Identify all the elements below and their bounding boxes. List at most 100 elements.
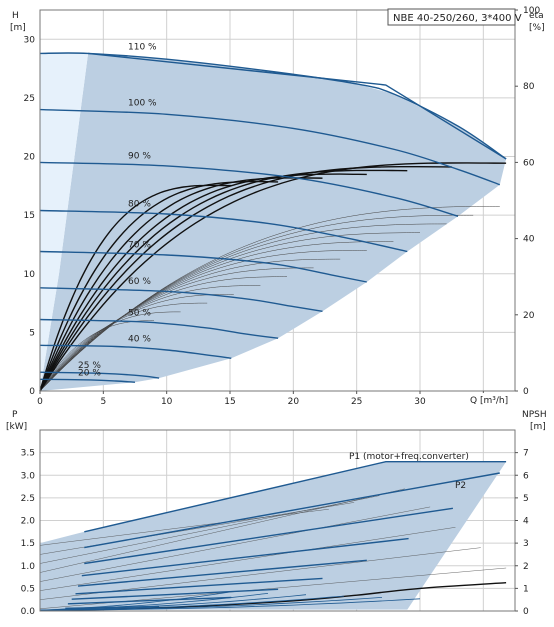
y-tick-label: 2.0 [21,517,36,527]
power-family-line [39,508,329,546]
efficiency-curve [39,184,232,392]
y2-tick-label: 4 [523,517,529,527]
efficiency-family-curve [39,250,367,392]
x-tick-label: 20 [288,397,300,407]
efficiency-curve [39,180,279,392]
qh-curve [39,161,459,217]
efficiency-curve [39,173,367,392]
y2-axis-label: eta [529,11,544,21]
y-tick-label: 15 [24,211,35,221]
low-power-curve [39,593,269,611]
curve-label: 25 % [78,361,101,371]
efficiency-family-curve [39,267,314,392]
qh-curve [39,250,367,283]
y2-tick-label: 6 [523,471,529,481]
efficiency-family-curve [39,258,341,392]
efficiency-family-curve [39,294,234,392]
qh-curve [39,209,408,253]
y-tick-label: 3.5 [21,449,35,459]
y-axis-unit: [m] [10,23,26,33]
y2-axis-unit: [m] [530,422,546,432]
power-curve [81,537,409,577]
curve-label: 50 % [128,308,151,318]
low-power-curve [39,591,231,611]
p2-label: P2 [455,481,466,491]
low-power-curve [39,594,307,611]
efficiency-family-curve [39,285,261,392]
y2-tick-label: 80 [523,82,535,92]
low-power-curve [39,597,383,611]
x-tick-label: 30 [414,397,426,407]
y-tick-label: 0.0 [21,607,36,617]
p1-label: P1 (motor+freq.converter) [349,452,469,462]
power-curve [71,588,279,600]
efficiency-family-curve [39,302,208,392]
y-tick-label: 0.5 [21,584,35,594]
y2-tick-label: 0 [523,387,529,397]
title-box-text: NBE 40-250/260, 3*400 V [393,13,522,24]
efficiency-curve [39,162,507,392]
qh-curve [39,344,232,359]
power-family-line [39,495,380,564]
y-tick-label: 25 [24,94,35,104]
curve-label: 90 % [128,151,151,161]
x-tick-label: 15 [224,397,235,407]
y-axis-unit: [kW] [6,422,27,432]
power-family-line [39,506,431,582]
head-chart-frame [39,9,516,392]
y-axis-label: H [12,11,19,21]
curve-label: 80 % [128,199,151,209]
y-tick-label: 20 [24,153,36,163]
efficiency-curve [39,165,452,392]
y-tick-label: 0 [29,387,35,397]
y2-tick-label: 60 [523,158,535,168]
y-tick-label: 2.5 [21,494,35,504]
p1-curve [84,461,507,533]
y-tick-label: 1.0 [21,562,36,572]
x-tick-label: 0 [37,397,43,407]
power-family-line [39,527,456,591]
power-curve [77,559,367,587]
title-box: NBE 40-250/260, 3*400 V [387,8,522,26]
y-tick-label: 1.5 [21,539,35,549]
power-curve [67,596,232,605]
y2-tick-label: 0 [523,607,529,617]
y2-tick-label: 3 [523,539,529,549]
curve-label: 110 % [128,42,157,52]
y2-tick-label: 20 [523,311,535,321]
x-axis-label: Q [m³/h] [470,396,508,406]
curve-label: 70 % [128,240,151,250]
qh-curve [39,318,279,339]
y-tick-label: 10 [24,270,36,280]
qh-curve [39,378,136,383]
y2-tick-label: 2 [523,562,529,572]
low-power-curve [39,595,345,611]
qh-curve [39,371,160,379]
y-axis-label: P [12,410,18,420]
max-speed-curve [88,52,507,160]
y2-tick-label: 40 [523,235,535,245]
y2-axis-unit: [%] [529,23,545,33]
y-tick-label: 30 [24,35,36,45]
x-tick-label: 25 [351,397,362,407]
power-curve [84,507,454,565]
qh-curve [39,287,323,312]
x-tick-label: 5 [100,397,106,407]
y-tick-label: 3.0 [21,471,36,481]
qh-curve [39,52,507,160]
efficiency-family-curve [39,276,287,392]
efficiency-curve [39,177,323,392]
power-curve [75,577,323,595]
y2-axis-label: NPSH [522,410,547,420]
y2-tick-label: 7 [523,449,529,459]
y2-tick-label: 5 [523,494,529,504]
qh-curve [39,108,501,186]
efficiency-family-curve [39,206,500,392]
x-tick-label: 10 [161,397,173,407]
efficiency-family-curve [39,241,394,392]
y2-tick-label: 100 [523,6,540,16]
y-tick-label: 5 [29,328,35,338]
p2-curve [84,472,500,549]
